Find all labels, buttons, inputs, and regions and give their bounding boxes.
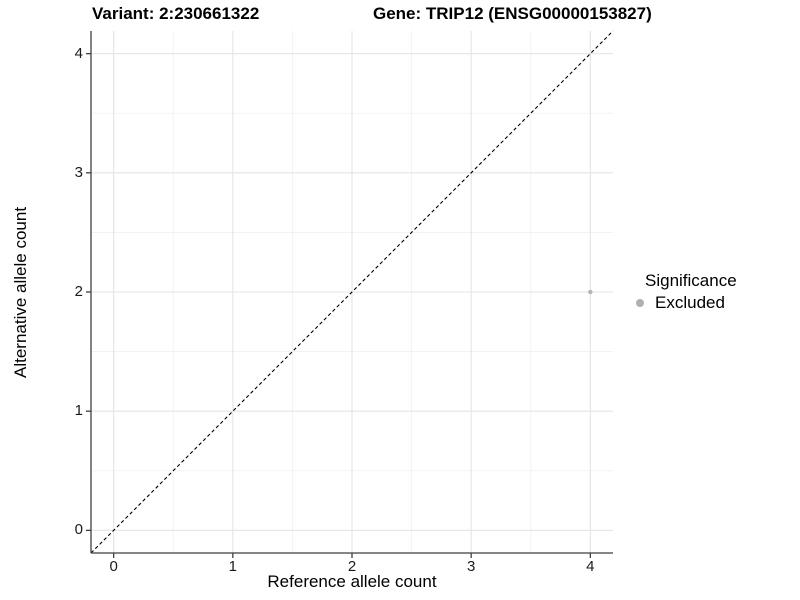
y-tick-label: 2: [74, 283, 83, 300]
identity-line: [90, 30, 614, 554]
x-axis-title: Reference allele count: [267, 572, 437, 591]
plot-title-gene: Gene: TRIP12 (ENSG00000153827): [373, 4, 652, 23]
plot-title-variant: Variant: 2:230661322: [92, 4, 260, 23]
x-tick-label: 0: [109, 558, 118, 575]
legend-item-excluded: Excluded: [630, 293, 737, 312]
y-tick-label: 3: [74, 163, 83, 181]
y-tick-label: 1: [74, 402, 83, 420]
y-tick-label: 4: [74, 44, 83, 62]
y-tick-label: 0: [74, 521, 83, 539]
legend: Significance Excluded: [630, 271, 737, 312]
legend-title: Significance: [645, 271, 737, 290]
legend-key: [630, 293, 650, 312]
legend-item-label: Excluded: [655, 292, 725, 312]
x-tick-label: 2: [347, 558, 357, 575]
excluded-dot-icon: [636, 298, 644, 307]
x-tick-label: 3: [467, 558, 476, 575]
data-point-excluded: [588, 289, 593, 295]
x-tick-label: 4: [586, 558, 595, 575]
y-axis-title: Alternative allele count: [11, 206, 30, 378]
x-tick-label: 1: [228, 558, 237, 575]
